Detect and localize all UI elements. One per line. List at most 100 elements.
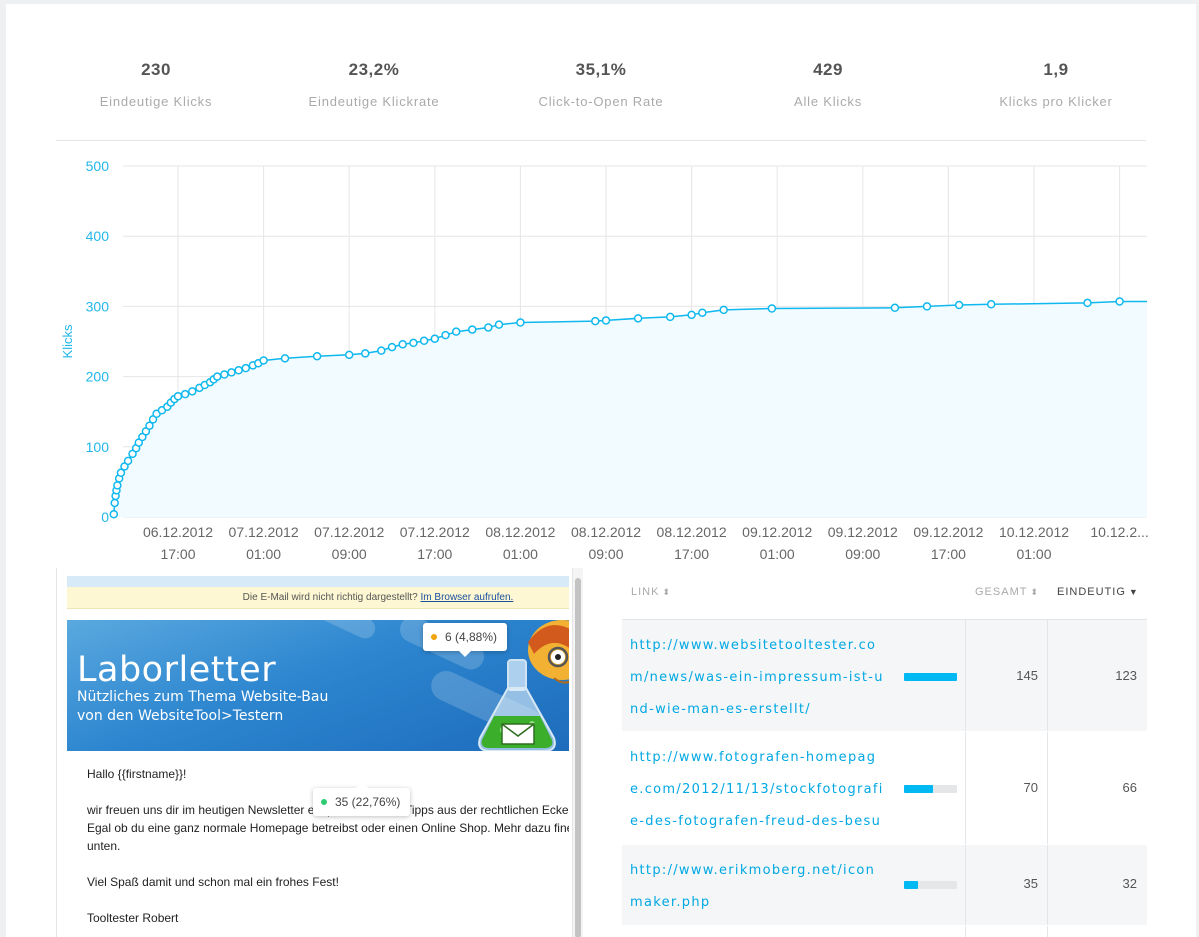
x-tick-label: 17:00 <box>160 546 195 562</box>
data-point <box>377 346 386 355</box>
data-point <box>767 304 777 313</box>
data-point <box>687 310 696 320</box>
share-bar-fill <box>904 881 918 889</box>
data-point <box>173 392 183 401</box>
browser-view-link[interactable]: Im Browser aufrufen. <box>420 592 514 603</box>
stat-clicks-per-clicker: 1,9 Klicks pro Klicker <box>956 60 1156 109</box>
x-tick-label: 10.12.2012 <box>999 524 1069 540</box>
x-tick-label: 01:00 <box>760 546 795 562</box>
column-header-link[interactable]: LINK ⬍ <box>631 586 671 598</box>
data-point <box>890 303 900 313</box>
data-point <box>116 468 126 478</box>
stat-all-clicks: 429 Alle Klicks <box>728 60 928 109</box>
y-axis-label: Klicks <box>60 324 75 358</box>
x-tick-label: 17:00 <box>674 546 709 562</box>
email-scrollbar[interactable] <box>572 568 583 937</box>
stat-value: 23,2% <box>348 60 400 79</box>
x-tick-label: 09.12.2012 <box>913 524 983 540</box>
y-tick-label: 400 <box>86 228 110 244</box>
table-header: LINK ⬍ GESAMT ⬍ EINDEUTIG ▼ <box>622 575 1147 620</box>
sort-icon: ⬍ <box>662 587 672 597</box>
data-point <box>591 316 600 326</box>
email-paragraph-line: Egal ob du eine ganz normale Homepage be… <box>87 821 569 835</box>
data-point <box>986 300 996 309</box>
data-point <box>1115 297 1124 306</box>
x-tick-label: 08.12.2012 <box>657 524 727 540</box>
data-point <box>1083 298 1092 308</box>
column-divider <box>1047 845 1048 925</box>
data-point <box>954 300 964 310</box>
stat-label: Eindeutige Klicks <box>99 94 213 109</box>
data-point <box>633 314 643 323</box>
stat-unique-clicks: 230 Eindeutige Klicks <box>56 60 256 109</box>
x-tick-label: 07.12.2012 <box>400 524 470 540</box>
data-point <box>241 363 251 373</box>
unique-clicks: 123 <box>1115 668 1137 683</box>
data-point <box>409 338 418 348</box>
tooltip-text: 6 (4,88%) <box>445 630 498 644</box>
data-point <box>212 372 222 381</box>
column-divider <box>1047 620 1048 731</box>
table-row: http://www.erikmoberg.net/iconmaker.php … <box>622 845 1147 926</box>
data-point <box>468 325 477 334</box>
banner-streak <box>315 620 379 642</box>
email-body: Hallo {{firstname}}! wir freuen uns dir … <box>67 751 569 937</box>
data-point <box>280 354 290 363</box>
column-header-label: EINDEUTIG <box>1057 586 1126 598</box>
stats-row: 230 Eindeutige Klicks 23,2% Eindeutige K… <box>56 54 1146 141</box>
total-clicks: 70 <box>1023 780 1038 795</box>
column-header-label: GESAMT <box>975 586 1028 598</box>
unique-clicks: 66 <box>1122 780 1137 795</box>
x-tick-label: 09:00 <box>588 546 623 562</box>
x-tick-label: 08.12.2012 <box>485 524 555 540</box>
y-tick-label: 0 <box>101 509 109 525</box>
stat-click-to-open-rate: 35,1% Click-to-Open Rate <box>501 60 701 109</box>
data-point <box>665 312 675 322</box>
stat-value: 35,1% <box>575 60 627 79</box>
stat-value: 1,9 <box>1043 60 1069 79</box>
y-tick-label: 300 <box>86 298 110 314</box>
data-point <box>234 366 243 375</box>
scrollbar-thumb[interactable] <box>575 578 581 937</box>
email-signature: Tooltester Robert <box>87 911 179 925</box>
stat-label: Click-to-Open Rate <box>538 94 664 109</box>
total-clicks: 145 <box>1016 668 1038 683</box>
banner-title: Laborletter <box>77 650 277 690</box>
x-tick-label: 17:00 <box>417 546 452 562</box>
y-tick-label: 100 <box>86 439 110 455</box>
caret-down-icon: ▼ <box>1128 587 1139 597</box>
column-header-label: LINK <box>631 586 660 598</box>
x-tick-label: 06.12.2012 <box>143 524 213 540</box>
clicks-chart: 0 100 200 300 400 500 06.12.2012 17:00 07.12.201… <box>60 158 1149 562</box>
stat-value: 429 <box>813 60 843 79</box>
series-area <box>113 301 1147 517</box>
link-url[interactable]: http://www.websitetooltester.com/news/wa… <box>630 638 884 717</box>
table-row: http://www.websitetooltester.com/news/wa… <box>622 620 1147 732</box>
data-point <box>220 370 229 379</box>
link-url[interactable]: http://www.erikmoberg.net/iconmaker.php <box>630 863 876 910</box>
column-divider <box>965 732 966 844</box>
stat-value: 230 <box>141 60 171 79</box>
x-tick-label: 01:00 <box>246 546 281 562</box>
stat-label: Alle Klicks <box>793 94 863 109</box>
x-tick-label: 09:00 <box>332 546 367 562</box>
links-table: LINK ⬍ GESAMT ⬍ EINDEUTIG ▼ http://www.webs… <box>622 575 1147 937</box>
x-tick-label: 07.12.2012 <box>229 524 299 540</box>
green-dot-icon <box>321 798 327 805</box>
click-tooltip: 35 (22,76%) <box>313 782 411 816</box>
data-point <box>922 302 932 311</box>
total-clicks: 35 <box>1023 876 1038 891</box>
email-paragraph: Viel Spaß damit und schon mal ein frohes… <box>87 875 339 889</box>
data-point <box>601 316 611 325</box>
column-header-unique[interactable]: EINDEUTIG ▼ <box>1057 586 1139 598</box>
email-notice: Die E-Mail wird nicht richtig dargestell… <box>67 587 569 609</box>
banner-subtitle: von den WebsiteTool>Testern <box>77 708 284 724</box>
x-tick-label: 09.12.2012 <box>828 524 898 540</box>
x-tick-label: 01:00 <box>503 546 538 562</box>
data-point <box>494 320 504 329</box>
column-header-total[interactable]: GESAMT ⬍ <box>975 586 1039 598</box>
data-point <box>398 340 407 349</box>
data-point <box>344 350 354 360</box>
x-tick-label: 09:00 <box>845 546 880 562</box>
data-point <box>430 334 440 343</box>
